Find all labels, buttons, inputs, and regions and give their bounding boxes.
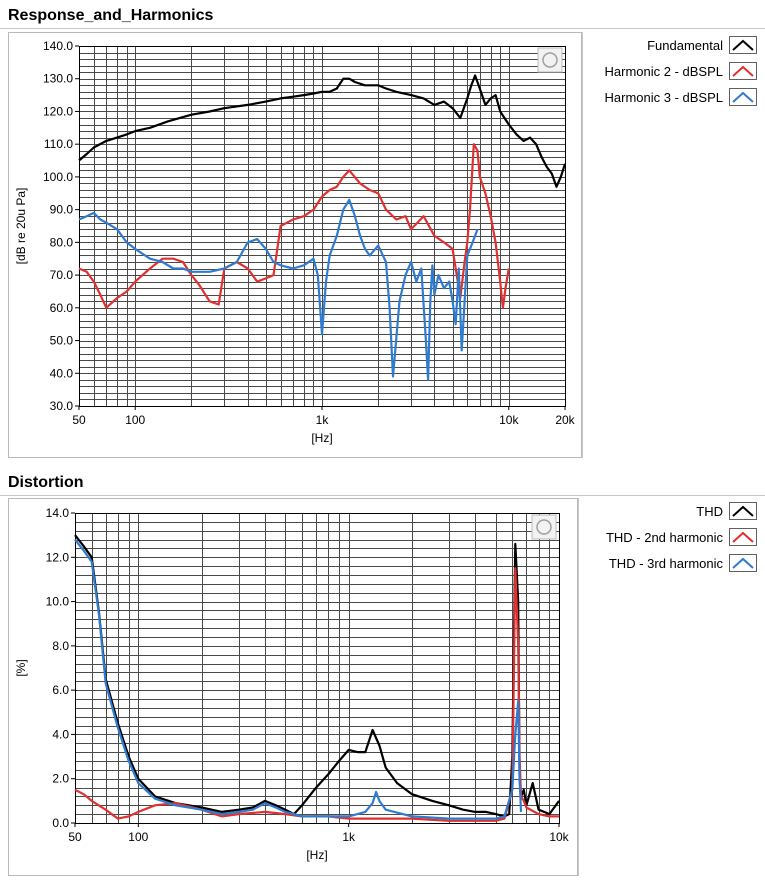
legend-swatch[interactable] [729,36,757,54]
x-axis-label: [Hz] [306,848,327,862]
legend-swatch[interactable] [729,88,757,106]
x-tick-label: 100 [128,830,148,844]
legend-swatch-glyph [732,531,754,543]
series-line-0 [78,74,567,188]
legend-swatch-line [732,531,754,543]
plot-border [75,513,560,824]
distortion-chart: 0.0 2.0 4.0 6.0 8.0 10.0 12.0 14.0 50 100 1k 10k [Hz… [14,506,570,862]
x-tick-label: 10k [549,830,569,844]
y-tick-label: 100.0 [43,170,73,184]
legend-swatch-line [732,557,754,569]
distortion-legend: THD THD - 2nd harmonic THD - 3rd harmonic [579,498,757,598]
legend-swatch[interactable] [729,62,757,80]
response-chart: 30.0 40.0 50.0 60.0 70.0 80.0 90.0 100.0 110.0 12… [14,39,576,445]
y-tick-label: 14.0 [46,506,70,520]
y-tick-label: 80.0 [50,235,74,249]
y-tick-label: 60.0 [50,301,74,315]
x-tick-label: 20k [555,413,575,427]
x-tick-label: 50 [68,830,82,844]
legend-swatch[interactable] [729,528,757,546]
series-line-2 [78,198,479,381]
legend-item[interactable]: THD - 3rd harmonic [609,552,757,574]
divider [0,28,765,29]
y-axis-label: [%] [14,659,28,676]
legend-swatch-glyph [732,505,754,517]
legend-swatch-glyph [732,91,754,103]
y-tick-label: 2.0 [52,772,69,786]
panel-title-distortion: Distortion [8,474,84,491]
x-axis-label: [Hz] [311,431,332,445]
distortion-plot-frame [8,498,578,876]
legend-item[interactable]: Harmonic 2 - dBSPL [604,60,757,82]
legend-swatch-line [732,39,754,51]
divider [578,498,579,876]
legend-label: Fundamental [647,37,723,53]
y-tick-label: 130.0 [43,72,73,86]
y-tick-label: 10.0 [46,595,70,609]
legend-item[interactable]: THD - 2nd harmonic [606,526,757,548]
x-tick-label: 100 [125,413,145,427]
legend-item[interactable]: Harmonic 3 - dBSPL [604,86,757,108]
y-tick-label: 30.0 [50,399,74,413]
graph-palette-icon-glyph [536,519,552,535]
y-tick-label: 90.0 [50,203,74,217]
divider [0,495,765,496]
y-tick-label: 6.0 [52,683,69,697]
legend-swatch-glyph [732,557,754,569]
y-tick-label: 110.0 [44,137,73,151]
legend-swatch-line [732,505,754,517]
x-tick-label: 1k [316,413,330,427]
x-tick-label: 10k [499,413,519,427]
y-tick-label: 0.0 [52,816,69,830]
legend-swatch[interactable] [729,554,757,572]
legend-label: Harmonic 3 - dBSPL [604,89,724,105]
legend-label: Harmonic 2 - dBSPL [604,63,724,79]
y-tick-label: 4.0 [52,727,69,741]
graph-palette-icon [537,47,563,73]
y-axis-label: [dB re 20u Pa] [14,188,28,265]
y-tick-label: 40.0 [50,366,74,380]
legend-swatch[interactable] [729,502,757,520]
series-line-1 [78,143,510,309]
y-tick-label: 70.0 [50,268,74,282]
y-tick-label: 12.0 [46,550,70,564]
y-tick-label: 140.0 [43,39,73,53]
series-line-2 [74,538,523,820]
y-tick-label: 50.0 [50,334,74,348]
legend-label: THD - 3rd harmonic [608,555,723,571]
response-plot-frame [8,32,582,458]
y-tick-label: 8.0 [52,639,69,653]
divider [582,32,583,458]
x-tick-label: 50 [72,413,86,427]
legend-label: THD [696,503,723,519]
y-tick-label: 120.0 [43,104,73,118]
graph-palette-icon [531,514,557,540]
legend-item[interactable]: THD [696,500,757,522]
legend-swatch-line [732,65,754,77]
legend-swatch-glyph [732,39,754,51]
legend-swatch-glyph [732,65,754,77]
panel-title-response: Response_and_Harmonics [8,7,214,24]
legend-swatch-line [732,91,754,103]
legend-item[interactable]: Fundamental [647,34,757,56]
legend-label: THD - 2nd harmonic [605,529,723,545]
graph-palette-icon-glyph [542,52,558,68]
graph-palette-icon-box [531,514,557,540]
gridlines [75,513,559,823]
x-tick-label: 1k [342,830,356,844]
graph-palette-icon-box [537,47,563,73]
response-legend: Fundamental Harmonic 2 - dBSPL Harmonic 3 … [583,32,757,132]
